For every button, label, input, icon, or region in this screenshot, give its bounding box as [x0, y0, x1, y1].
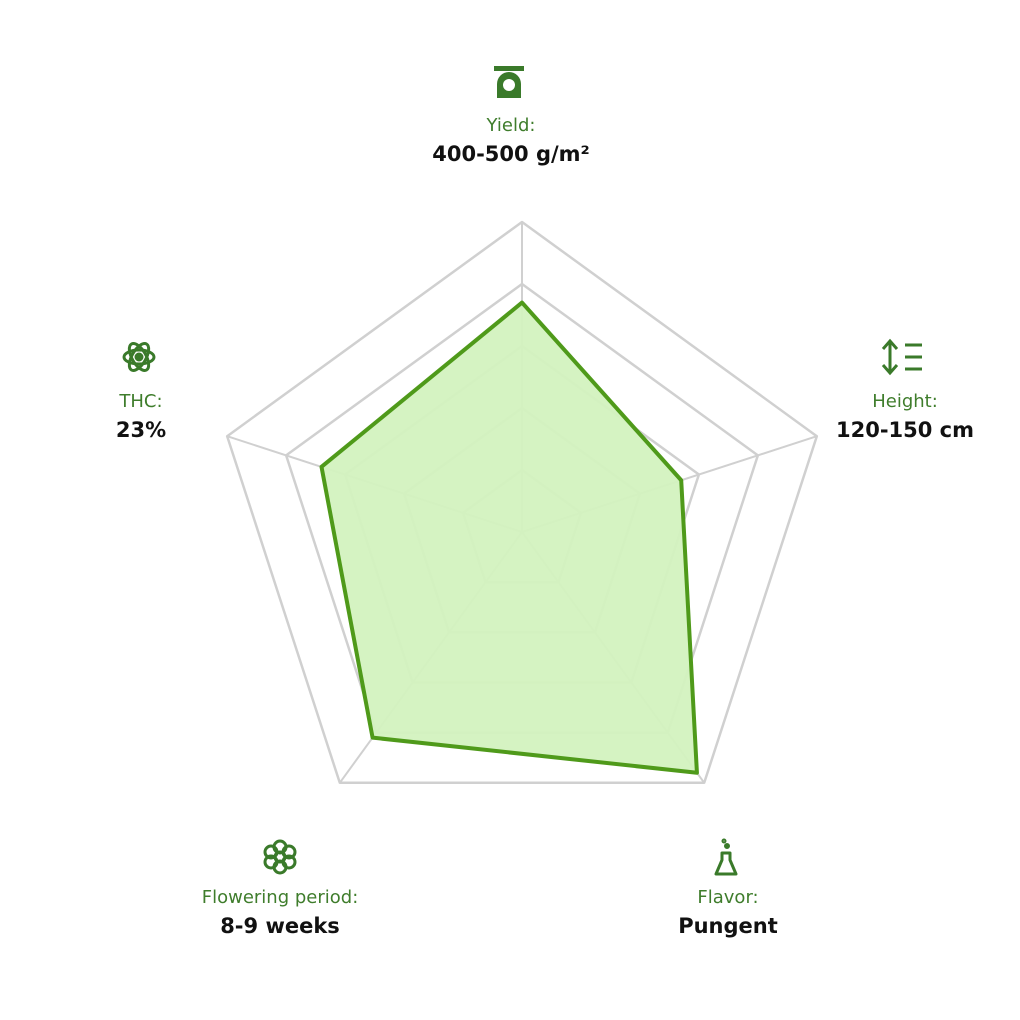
grid-ring [225, 220, 819, 785]
axis-value: 8-9 weeks [220, 914, 340, 938]
flavor-icon [714, 838, 738, 876]
axis-value: Pungent [678, 914, 778, 938]
data-area [319, 300, 699, 775]
axis-label: Yield: [486, 115, 536, 136]
flowering-icon [263, 839, 297, 875]
axis-label: Height: [872, 391, 938, 412]
height-icon [881, 338, 922, 376]
axis-label: THC: [118, 391, 162, 412]
axis-value: 120-150 cm [836, 418, 974, 442]
thc-icon [122, 342, 156, 372]
yield-icon [494, 66, 524, 98]
axis-label: Flowering period: [202, 887, 359, 908]
axis-label: Flavor: [697, 887, 758, 908]
axis-value: 400-500 g/m² [432, 142, 589, 166]
axis-value: 23% [116, 418, 166, 442]
